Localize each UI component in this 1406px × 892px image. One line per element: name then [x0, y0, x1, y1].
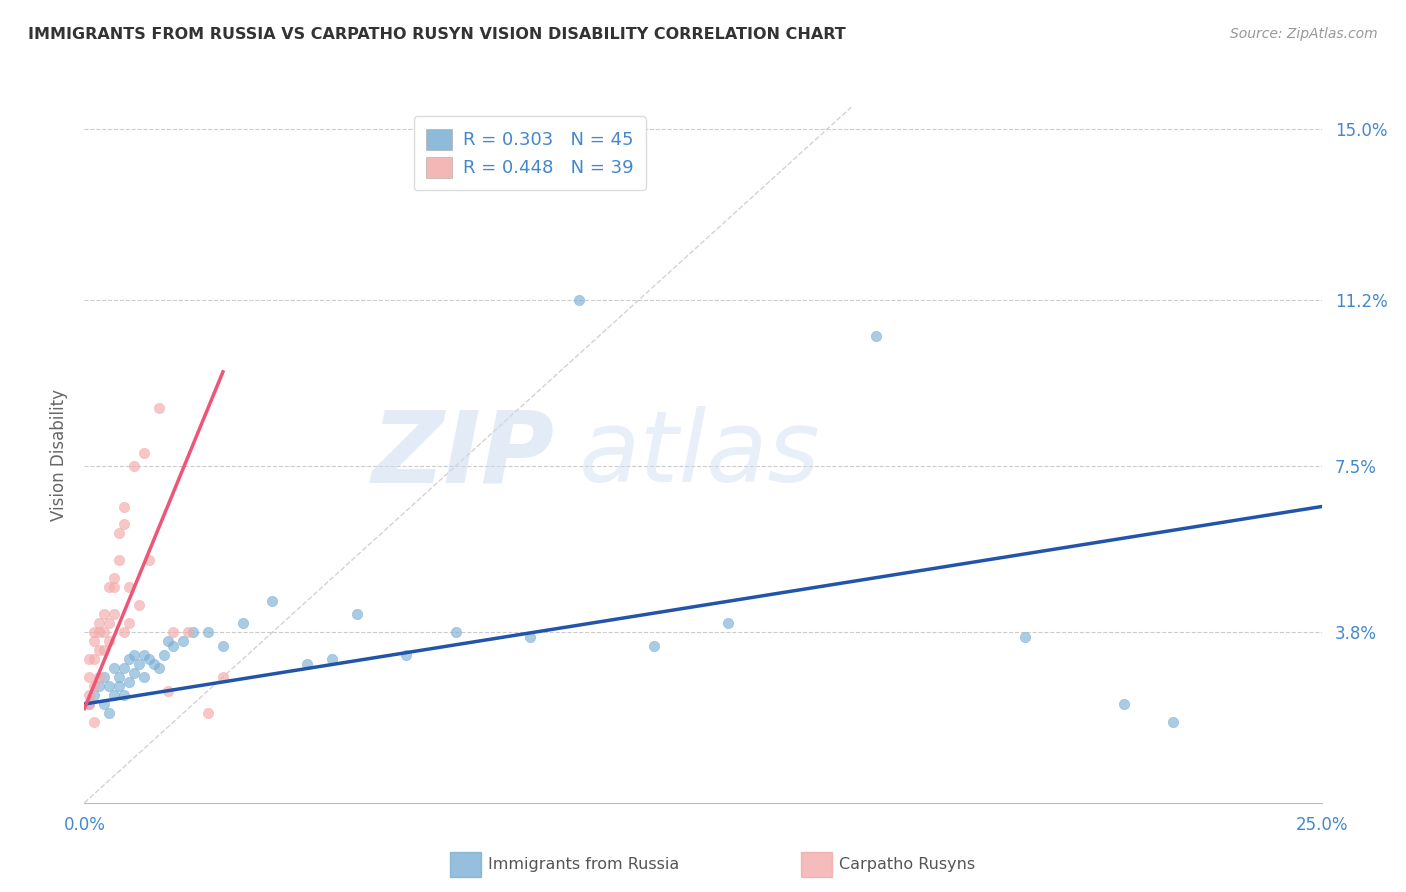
Point	[132, 445, 155, 459]
Legend: R = 0.303   N = 45, R = 0.448   N = 39: R = 0.303 N = 45, R = 0.448 N = 39	[413, 116, 645, 190]
Point	[1014, 630, 1036, 644]
Point	[395, 648, 418, 662]
Point	[79, 670, 101, 684]
Point	[118, 616, 141, 631]
Text: IMMIGRANTS FROM RUSSIA VS CARPATHO RUSYN VISION DISABILITY CORRELATION CHART: IMMIGRANTS FROM RUSSIA VS CARPATHO RUSYN…	[28, 27, 846, 42]
Point	[83, 634, 105, 648]
Text: ZIP: ZIP	[371, 407, 554, 503]
Point	[197, 706, 219, 720]
Point	[568, 293, 591, 307]
Point	[83, 714, 105, 729]
Point	[1112, 697, 1135, 711]
Point	[83, 625, 105, 640]
Point	[157, 683, 180, 698]
Point	[132, 670, 155, 684]
Point	[112, 661, 135, 675]
Point	[89, 670, 111, 684]
Point	[148, 661, 170, 675]
Point	[157, 634, 180, 648]
Point	[128, 657, 150, 671]
Point	[177, 625, 200, 640]
Text: Source: ZipAtlas.com: Source: ZipAtlas.com	[1230, 27, 1378, 41]
Point	[346, 607, 368, 622]
Point	[138, 553, 160, 567]
Point	[93, 670, 115, 684]
Point	[98, 634, 121, 648]
Point	[112, 517, 135, 532]
Point	[138, 652, 160, 666]
Point	[148, 401, 170, 415]
Point	[103, 661, 125, 675]
Point	[118, 652, 141, 666]
Point	[865, 329, 887, 343]
Text: Immigrants from Russia: Immigrants from Russia	[488, 857, 679, 871]
Point	[83, 652, 105, 666]
Point	[98, 580, 121, 594]
Point	[93, 643, 115, 657]
Point	[103, 571, 125, 585]
Point	[93, 607, 115, 622]
Point	[79, 688, 101, 702]
Point	[232, 616, 254, 631]
Point	[321, 652, 343, 666]
Point	[83, 679, 105, 693]
Point	[643, 639, 665, 653]
Point	[295, 657, 318, 671]
Point	[212, 670, 235, 684]
Point	[181, 625, 204, 640]
Point	[98, 706, 121, 720]
Point	[112, 625, 135, 640]
Text: Carpatho Rusyns: Carpatho Rusyns	[839, 857, 976, 871]
Point	[444, 625, 467, 640]
Point	[98, 679, 121, 693]
Point	[83, 688, 105, 702]
Y-axis label: Vision Disability: Vision Disability	[49, 389, 67, 521]
Point	[197, 625, 219, 640]
Point	[132, 648, 155, 662]
Point	[79, 652, 101, 666]
Point	[172, 634, 194, 648]
Point	[112, 500, 135, 514]
Point	[103, 580, 125, 594]
Point	[108, 526, 131, 541]
Point	[262, 594, 284, 608]
Point	[89, 616, 111, 631]
Point	[122, 459, 145, 474]
Point	[717, 616, 740, 631]
Point	[89, 643, 111, 657]
Point	[519, 630, 541, 644]
Point	[142, 657, 165, 671]
Point	[103, 607, 125, 622]
Point	[118, 674, 141, 689]
Point	[212, 639, 235, 653]
Point	[79, 697, 101, 711]
Point	[1161, 714, 1184, 729]
Point	[103, 688, 125, 702]
Point	[108, 670, 131, 684]
Point	[108, 553, 131, 567]
Point	[108, 679, 131, 693]
Point	[162, 639, 184, 653]
Point	[152, 648, 174, 662]
Point	[112, 688, 135, 702]
Point	[122, 648, 145, 662]
Point	[79, 697, 101, 711]
Point	[162, 625, 184, 640]
Point	[89, 625, 111, 640]
Point	[89, 679, 111, 693]
Point	[118, 580, 141, 594]
Point	[98, 616, 121, 631]
Text: atlas: atlas	[579, 407, 821, 503]
Point	[128, 599, 150, 613]
Point	[93, 697, 115, 711]
Point	[93, 625, 115, 640]
Point	[122, 665, 145, 680]
